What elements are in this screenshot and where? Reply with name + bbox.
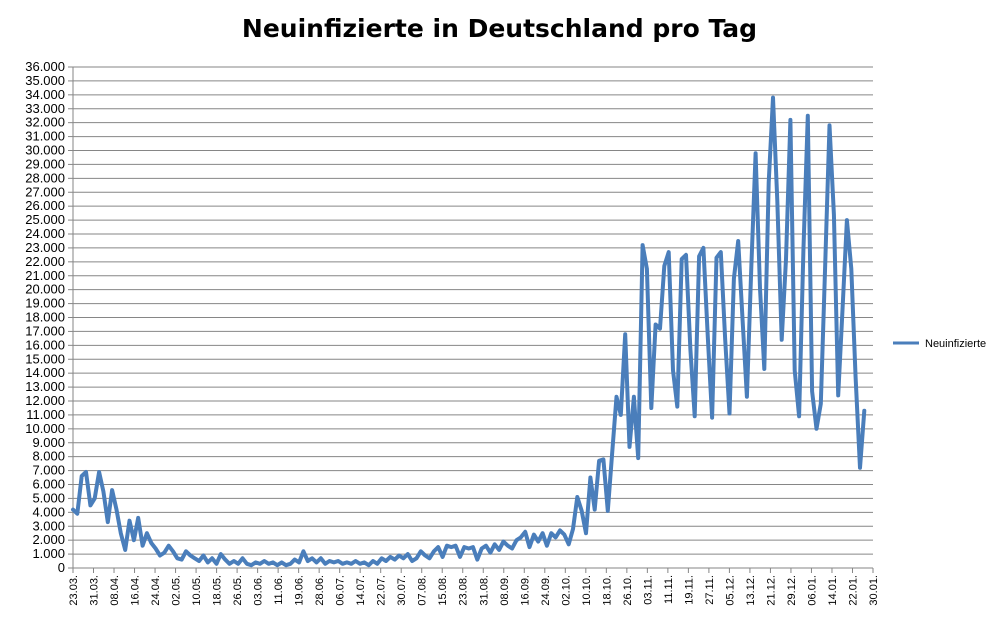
y-tick-label: 17.000 — [25, 323, 65, 338]
y-tick-label: 6.000 — [32, 477, 65, 492]
x-tick-label: 23.08. — [458, 575, 470, 606]
y-tick-label: 26.000 — [25, 198, 65, 213]
x-tick-label: 19.11. — [683, 575, 695, 605]
y-tick-label: 33.000 — [25, 101, 65, 116]
x-tick-label: 27.11. — [704, 575, 716, 605]
y-tick-label: 9.000 — [32, 435, 65, 450]
x-tick-label: 10.10. — [581, 575, 593, 606]
legend: Neuinfizierte — [893, 338, 986, 350]
y-tick-label: 20.000 — [25, 282, 65, 297]
y-tick-label: 28.000 — [25, 170, 65, 185]
y-tick-label: 19.000 — [25, 296, 65, 311]
x-tick-label: 30.01. — [868, 575, 880, 606]
x-tick-label: 23.03. — [68, 575, 80, 606]
x-tick-label: 02.10. — [560, 575, 572, 606]
legend-label: Neuinfizierte — [925, 338, 986, 350]
chart-title: Neuinfizierte in Deutschland pro Tag — [241, 14, 758, 43]
y-tick-label: 5.000 — [32, 490, 65, 505]
x-tick-label: 26.05. — [232, 575, 244, 606]
x-tick-label: 22.01. — [847, 575, 859, 606]
x-tick-label: 24.04. — [150, 575, 162, 606]
x-tick-label: 26.10. — [622, 575, 634, 606]
y-tick-label: 2.000 — [32, 532, 65, 547]
y-tick-label: 32.000 — [25, 115, 65, 130]
x-tick-label: 15.08. — [437, 575, 449, 606]
y-tick-label: 0 — [58, 560, 65, 575]
y-tick-label: 24.000 — [25, 226, 65, 241]
x-tick-label: 18.10. — [601, 575, 613, 606]
gridlines — [73, 66, 873, 555]
y-tick-label: 11.000 — [26, 407, 65, 422]
x-tick-label: 08.04. — [109, 575, 121, 606]
x-tick-label: 29.12. — [786, 575, 798, 606]
y-tick-label: 1.000 — [32, 546, 65, 561]
x-tick-label: 11.11. — [663, 575, 675, 604]
x-tick-label: 03.06. — [253, 575, 265, 606]
y-tick-label: 25.000 — [25, 212, 65, 227]
x-tick-label: 11.06. — [273, 575, 285, 605]
x-tick-label: 21.12. — [765, 575, 777, 606]
y-tick-label: 30.000 — [25, 143, 65, 158]
y-tick-label: 13.000 — [25, 379, 65, 394]
x-tick-label: 16.09. — [519, 575, 531, 606]
x-tick-label: 08.09. — [499, 575, 511, 606]
y-tick-label: 4.000 — [32, 504, 65, 519]
y-axis-ticks: 01.0002.0003.0004.0005.0006.0007.0008.00… — [25, 59, 73, 575]
y-tick-label: 23.000 — [25, 240, 65, 255]
x-tick-label: 24.09. — [540, 575, 552, 606]
x-tick-label: 19.06. — [294, 575, 306, 606]
x-tick-label: 05.12. — [724, 575, 736, 606]
x-tick-label: 31.03. — [89, 575, 101, 606]
y-tick-label: 7.000 — [32, 463, 65, 478]
y-tick-label: 8.000 — [32, 449, 65, 464]
y-tick-label: 16.000 — [25, 337, 65, 352]
y-tick-label: 10.000 — [25, 421, 65, 436]
x-tick-label: 22.07. — [376, 575, 388, 606]
y-tick-label: 15.000 — [25, 351, 65, 366]
x-tick-label: 03.11. — [642, 575, 654, 605]
x-tick-label: 14.07. — [355, 575, 367, 606]
y-tick-label: 29.000 — [25, 156, 65, 171]
y-tick-label: 34.000 — [25, 87, 65, 102]
y-tick-label: 3.000 — [32, 518, 65, 533]
x-tick-label: 14.01. — [827, 575, 839, 606]
y-tick-label: 22.000 — [25, 254, 65, 269]
x-tick-label: 16.04. — [130, 575, 142, 606]
y-tick-label: 14.000 — [25, 365, 65, 380]
x-axis-ticks: 23.03. 31.03. 08.04. 16.04. 24.04. 02.05. 10.0… — [68, 568, 880, 606]
x-tick-label: 07.08. — [417, 575, 429, 606]
y-tick-label: 35.000 — [25, 73, 65, 88]
x-tick-label: 28.06. — [314, 575, 326, 606]
y-tick-label: 18.000 — [25, 310, 65, 325]
series-group — [71, 95, 867, 568]
y-tick-label: 31.000 — [25, 129, 65, 144]
x-tick-label: 06.01. — [806, 575, 818, 606]
x-tick-label: 18.05. — [212, 575, 224, 606]
x-tick-label: 30.07. — [396, 575, 408, 606]
y-tick-label: 27.000 — [25, 184, 65, 199]
y-tick-label: 21.000 — [25, 268, 65, 283]
y-tick-label: 12.000 — [25, 393, 65, 408]
y-tick-label: 36.000 — [25, 59, 65, 74]
x-tick-label: 06.07. — [335, 575, 347, 606]
x-tick-label: 31.08. — [478, 575, 490, 606]
x-tick-label: 13.12. — [745, 575, 757, 606]
x-tick-label: 02.05. — [171, 575, 183, 606]
x-tick-label: 10.05. — [191, 575, 203, 606]
series-line — [71, 95, 867, 568]
